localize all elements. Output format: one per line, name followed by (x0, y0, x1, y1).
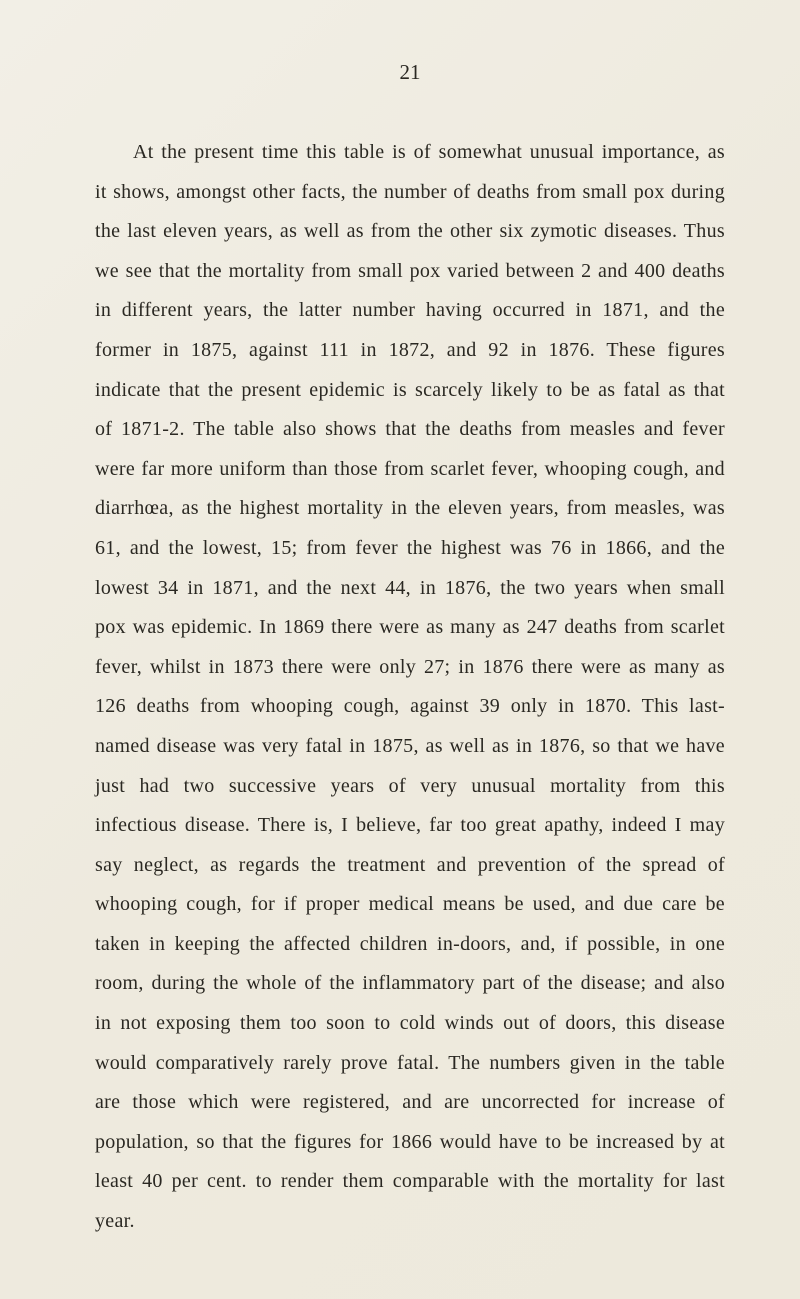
body-paragraph: At the present time this table is of som… (95, 133, 725, 1242)
document-page: 21 At the present time this table is of … (0, 0, 800, 1299)
page-number: 21 (95, 60, 725, 85)
